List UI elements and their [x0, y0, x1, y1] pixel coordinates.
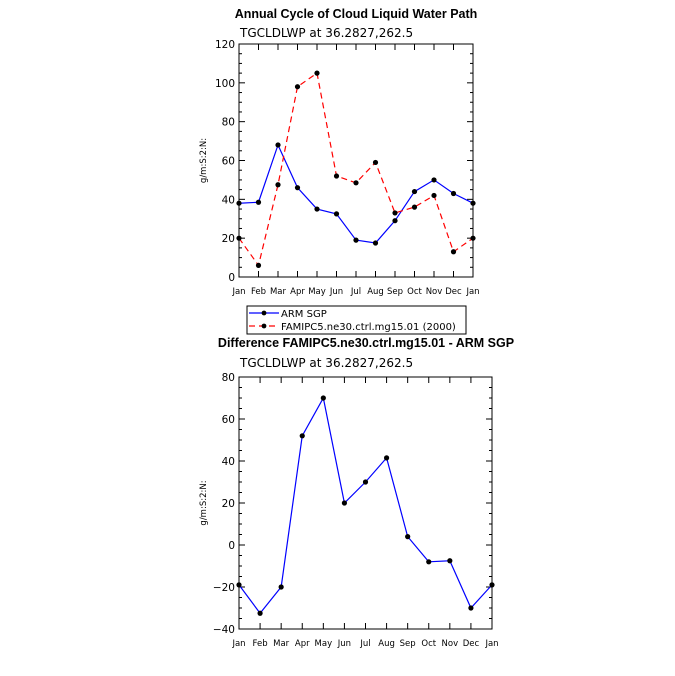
chart1-xtick-label: Jul: [350, 287, 361, 297]
chart1-xtick-label: May: [308, 287, 326, 297]
chart1-xtick-label: Jun: [329, 287, 343, 297]
chart1-series-1-point: [431, 177, 437, 183]
chart1-ytick-label: 100: [215, 78, 235, 90]
legend-marker-1: [261, 310, 267, 316]
chart2-series-1-point: [236, 582, 242, 588]
chart1-series-2-point: [392, 210, 398, 216]
chart2-xtick-label: Jun: [337, 639, 351, 649]
chart1-subtitle: TGCLDLWP at 36.2827,262.5: [239, 26, 413, 40]
chart1-title: Annual Cycle of Cloud Liquid Water Path: [235, 7, 478, 21]
chart1-xtick-label: Sep: [387, 287, 403, 297]
chart1-series-2-point: [236, 235, 242, 241]
chart1-ytick-label: 80: [222, 117, 235, 129]
chart1-xtick-label: Nov: [426, 287, 443, 297]
chart2-xtick-label: Apr: [295, 639, 310, 649]
chart2-ytick-label: 80: [222, 372, 235, 384]
chart1-series-2-point: [314, 70, 320, 76]
chart2-xtick-label: Nov: [442, 639, 459, 649]
chart2-series-1-point: [362, 479, 369, 485]
chart1-xtick-label: Apr: [290, 287, 305, 297]
chart1-series-1-point: [333, 211, 340, 217]
chart1-ytick-label: 120: [215, 39, 235, 51]
chart1-series-1-point: [353, 237, 359, 243]
chart2-series-1-point: [278, 584, 284, 590]
chart2-xtick-label: Jan: [484, 639, 498, 649]
chart2-xtick-label: Dec: [463, 639, 480, 649]
chart1-xtick-label: Jan: [465, 287, 479, 297]
legend-entry-1: ARM SGP: [281, 309, 327, 320]
chart2-series-1-point: [426, 559, 432, 565]
chart1-ylabel: g/m:S:2:N:: [199, 138, 209, 183]
chart1-ytick-label: 0: [228, 272, 235, 284]
chart1-series-1-line: [238, 143, 474, 244]
chart2-ytick-label: 40: [222, 456, 235, 468]
chart1-series-2-point: [411, 204, 418, 210]
chart2-series-1-point: [405, 534, 411, 540]
chart1-series-2-line: [238, 72, 474, 267]
chart2-xtick-label: Mar: [273, 639, 290, 649]
chart1-series-1-point: [236, 200, 242, 206]
chart1-series-2-point: [470, 235, 476, 241]
chart1-xtick-label: Dec: [445, 287, 462, 297]
chart1-ytick-label: 40: [222, 194, 235, 206]
chart2-ytick-label: 20: [222, 498, 235, 510]
chart1-series-2-point: [431, 192, 437, 199]
chart1-xtick-label: Feb: [251, 287, 266, 297]
chart2-series-1-line: [238, 396, 493, 615]
chart1-series-2-point: [333, 173, 340, 179]
chart2-xtick-label: Aug: [378, 639, 395, 649]
chart2-ytick-label: −40: [213, 624, 235, 636]
chart1-series-2-point: [450, 249, 457, 255]
chart1-xtick-label: Aug: [367, 287, 384, 297]
chart2-series-1-point: [257, 610, 263, 616]
chart1-series-2-point: [275, 182, 281, 188]
chart1-series-1-point: [392, 218, 398, 224]
chart2-xtick-label: Jul: [359, 639, 370, 649]
chart2-ylabel: g/m:S:2:N:: [199, 480, 209, 525]
legend-marker-2: [261, 323, 267, 329]
chart2-series-1-point: [299, 433, 305, 439]
chart1-ytick-label: 20: [222, 233, 235, 245]
chart2-series-1-point: [447, 558, 453, 564]
chart1-series-1-point: [372, 240, 379, 246]
chart1-series-2-point: [372, 159, 379, 166]
chart1-series-1-point: [275, 142, 281, 148]
chart1-xtick-label: Mar: [270, 287, 287, 297]
chart2-ytick-label: 60: [222, 414, 235, 426]
chart1-xtick-label: Jan: [231, 287, 245, 297]
chart2-series-1-point: [383, 455, 390, 461]
chart2-series-1-point: [468, 605, 474, 611]
chart2-xtick-label: Feb: [253, 639, 268, 649]
legend-entry-2: FAMIPC5.ne30.ctrl.mg15.01 (2000): [281, 322, 456, 333]
chart1-series-1-point: [255, 199, 262, 205]
legend-box: [246, 305, 467, 335]
chart2-xtick-label: Oct: [421, 639, 436, 649]
chart2-plot-frame: [238, 376, 493, 630]
chart2-title: Difference FAMIPC5.ne30.ctrl.mg15.01 - A…: [218, 336, 514, 350]
chart1-series-2-point: [294, 84, 301, 90]
chart2-xtick-label: Sep: [400, 639, 416, 649]
chart2-subtitle: TGCLDLWP at 36.2827,262.5: [239, 356, 413, 370]
chart2-xtick-label: May: [315, 639, 333, 649]
chart1-series-2-point: [353, 180, 359, 186]
chart2-series-1-point: [320, 395, 326, 401]
chart1-series-1-point: [411, 188, 418, 195]
chart1-series-1-point: [450, 190, 457, 197]
chart2-ytick-label: 0: [228, 540, 235, 552]
chart1-series-1-point: [314, 206, 320, 212]
chart2-series-1-point: [489, 582, 495, 588]
chart2-ytick-label: −20: [213, 582, 235, 594]
chart1-ytick-label: 60: [222, 156, 235, 168]
chart2-series-1-point: [341, 500, 348, 506]
chart1-xtick-label: Oct: [407, 287, 422, 297]
chart2-xtick-label: Jan: [231, 639, 245, 649]
chart1-series-2-point: [255, 262, 262, 268]
chart1-series-1-point: [470, 200, 476, 206]
chart1-series-1-point: [294, 185, 301, 191]
